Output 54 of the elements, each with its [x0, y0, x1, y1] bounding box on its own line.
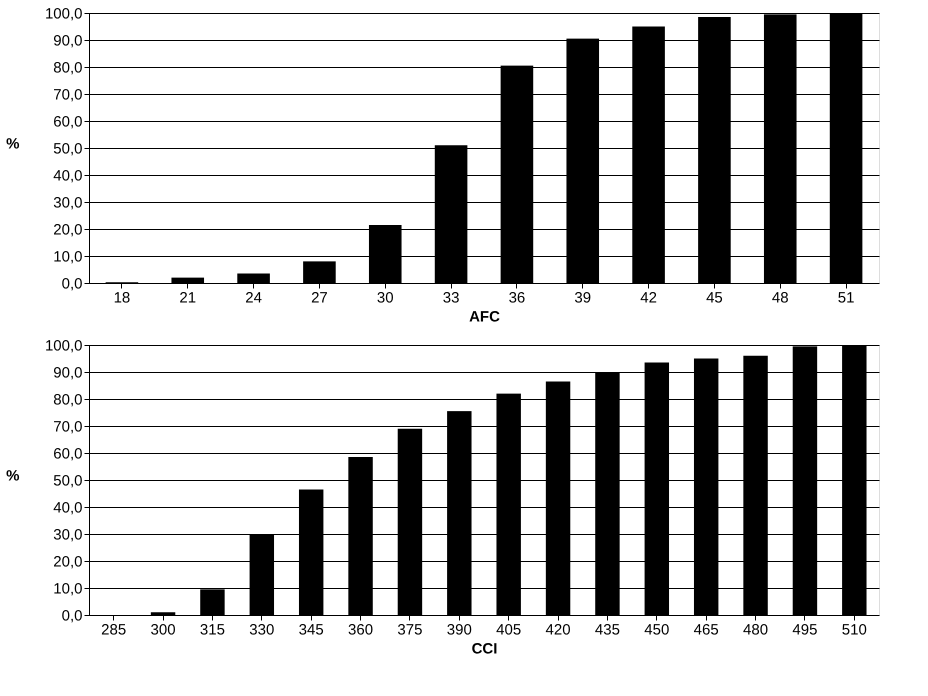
- y-tick-label: 20,0: [53, 554, 82, 570]
- y-tick-label: 60,0: [53, 114, 82, 130]
- x-tick-label: 345: [298, 622, 324, 638]
- x-tick-label: 495: [792, 622, 818, 638]
- x-axis-title: AFC: [469, 308, 500, 326]
- x-tick-label: 435: [594, 622, 620, 638]
- x-tick-label: 51: [838, 290, 854, 306]
- x-tick-label: 18: [114, 290, 130, 306]
- y-tick-label: 30,0: [53, 194, 82, 212]
- y-axis-title: %: [6, 468, 20, 484]
- x-tick-label: 30: [376, 290, 394, 306]
- y-tick-label: 0,0: [62, 276, 82, 292]
- x-tick-label: 33: [442, 290, 460, 306]
- x-tick-label: 42: [640, 290, 657, 306]
- x-axis-title: CCI: [472, 640, 498, 658]
- x-tick-label: 27: [311, 290, 328, 306]
- x-tick-label: 375: [397, 622, 422, 638]
- x-tick-label: 420: [546, 622, 571, 638]
- y-tick-label: 100,0: [44, 338, 82, 354]
- y-axis-title: %: [6, 136, 20, 152]
- x-tick-label: 39: [574, 290, 592, 306]
- y-tick-label: 0,0: [62, 608, 82, 624]
- y-tick-label: 80,0: [53, 392, 82, 408]
- y-tick-label: 10,0: [53, 248, 82, 266]
- x-tick-label: 315: [200, 622, 225, 638]
- y-tick-label: 90,0: [53, 364, 82, 382]
- y-tick-label: 90,0: [53, 32, 82, 50]
- y-tick-label: 50,0: [53, 140, 82, 158]
- x-tick-label: 405: [496, 622, 522, 638]
- y-tick-label: 100,0: [44, 6, 82, 22]
- x-tick-label: 390: [446, 622, 472, 638]
- x-tick-label: 285: [101, 622, 126, 638]
- x-tick-label: 45: [706, 290, 723, 306]
- x-tick-label: 21: [179, 290, 196, 306]
- y-tick-label: 40,0: [53, 168, 82, 184]
- y-tick-label: 20,0: [53, 222, 82, 238]
- x-tick-label: 510: [842, 622, 867, 638]
- x-tick-label: 480: [743, 622, 768, 638]
- y-tick-label: 70,0: [53, 418, 82, 436]
- y-tick-label: 70,0: [53, 86, 82, 104]
- x-tick-label: 465: [694, 622, 719, 638]
- x-tick-label: 450: [644, 622, 670, 638]
- y-tick-label: 30,0: [53, 526, 82, 544]
- y-tick-label: 60,0: [53, 446, 82, 462]
- x-tick-label: 360: [348, 622, 374, 638]
- y-tick-label: 40,0: [53, 500, 82, 516]
- x-tick-label: 48: [772, 290, 789, 306]
- y-tick-label: 50,0: [53, 472, 82, 490]
- x-tick-label: 24: [245, 290, 262, 306]
- y-tick-label: 10,0: [53, 580, 82, 598]
- y-tick-label: 80,0: [53, 60, 82, 76]
- x-tick-label: 36: [508, 290, 526, 306]
- x-tick-label: 330: [249, 622, 274, 638]
- x-tick-label: 300: [150, 622, 176, 638]
